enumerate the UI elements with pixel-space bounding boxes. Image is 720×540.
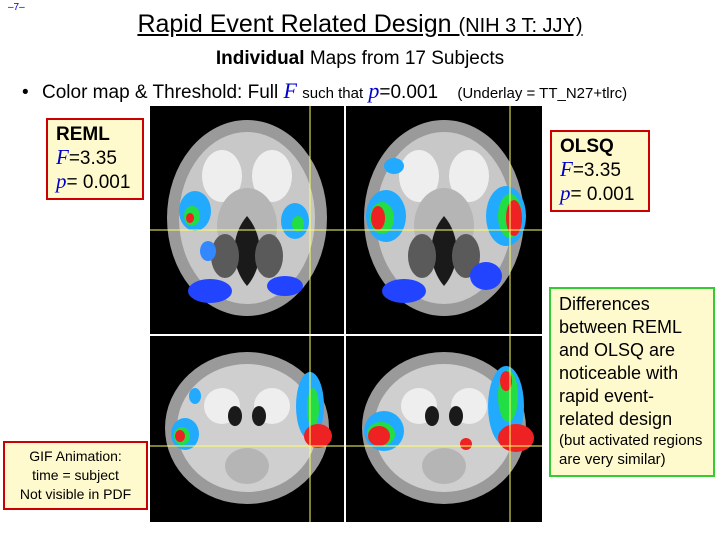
subtitle-rest: Maps from 17 Subjects [309, 48, 505, 69]
title-main: Rapid Event Related Design [137, 10, 452, 38]
olsq-label: OLSQ [560, 136, 614, 157]
bullet-prefix: Color map & Threshold: [42, 82, 243, 103]
reml-p-var: p [56, 169, 67, 193]
gif-line-2: time = subject [32, 467, 119, 483]
slide-subtitle: Individual Maps from 17 Subjects [0, 48, 720, 70]
reml-f-var: F [56, 145, 69, 169]
bullet-dot-icon: • [22, 82, 29, 103]
bullet-var-f: F [283, 78, 297, 103]
threshold-bullet: • Color map & Threshold: Full F such that… [22, 78, 627, 104]
olsq-p-var: p [560, 181, 571, 205]
olsq-p-value: = 0.001 [570, 184, 635, 205]
slide-title: Rapid Event Related Design (NIH 3 T: JJY… [0, 10, 720, 39]
gif-line-1: GIF Animation: [29, 448, 122, 464]
reml-p-row: p= 0.001 [56, 170, 134, 194]
brain-coronal-olsq [346, 336, 542, 522]
bullet-underlay: (Underlay = TT_N27+tlrc) [457, 85, 628, 102]
olsq-p-row: p= 0.001 [560, 182, 640, 206]
reml-label: REML [56, 124, 110, 145]
reml-f-row: F=3.35 [56, 146, 134, 170]
reml-f-value: =3.35 [68, 148, 117, 169]
olsq-f-value: =3.35 [572, 160, 621, 181]
olsq-stats-box: OLSQ F=3.35 p= 0.001 [550, 130, 650, 212]
brain-axial-olsq [346, 106, 542, 334]
differences-text: Differences between REML and OLSQ are no… [559, 294, 682, 429]
bullet-full: Full [247, 82, 279, 103]
title-subtitle: (NIH 3 T: JJY) [458, 15, 583, 37]
gif-animation-note: GIF Animation: time = subject Not visibl… [3, 441, 148, 510]
gif-line-3: Not visible in PDF [19, 486, 132, 502]
reml-stats-box: REML F=3.35 p= 0.001 [46, 118, 144, 200]
bullet-var-p: p [368, 78, 380, 103]
olsq-f-var: F [560, 157, 573, 181]
brain-axial-reml [150, 106, 344, 334]
differences-box: Differences between REML and OLSQ are no… [549, 287, 715, 477]
bullet-such-that: such that [302, 85, 364, 102]
subtitle-bold: Individual [215, 48, 305, 69]
bullet-p-value: =0.001 [379, 82, 439, 103]
slide-number: –7– [8, 2, 25, 13]
brain-coronal-reml [150, 336, 344, 522]
differences-note: (but activated regions are very similar) [559, 432, 703, 468]
olsq-f-row: F=3.35 [560, 158, 640, 182]
reml-p-value: = 0.001 [66, 172, 131, 193]
